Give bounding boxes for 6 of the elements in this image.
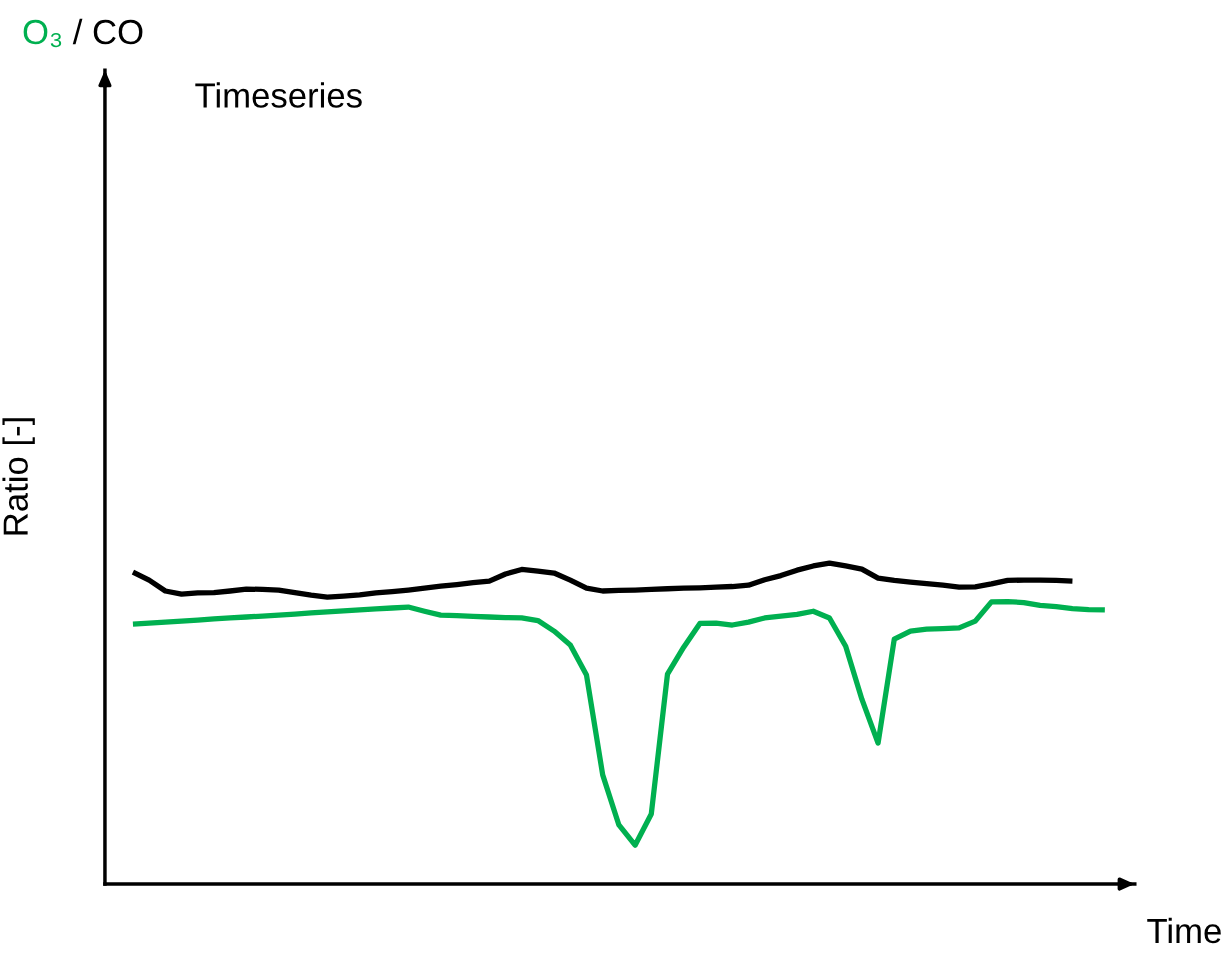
chart-title: Timeseries bbox=[195, 82, 362, 108]
x-axis-title: Time bbox=[1147, 917, 1221, 944]
text: Ratio [-] bbox=[2, 418, 35, 535]
text: O₃ bbox=[23, 19, 62, 48]
text: / bbox=[72, 18, 83, 45]
text: CO bbox=[93, 19, 143, 45]
